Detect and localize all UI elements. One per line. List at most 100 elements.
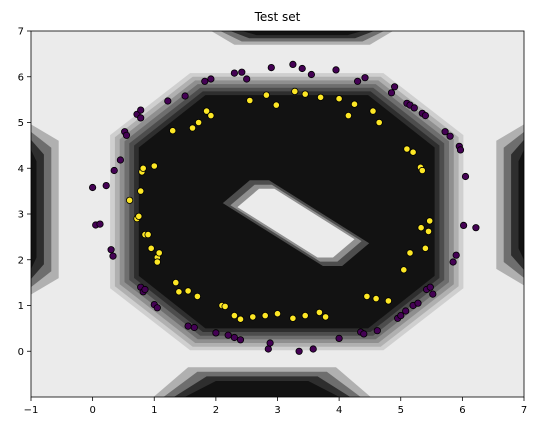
point-class-0 — [452, 251, 460, 259]
point-class-0 — [449, 258, 457, 266]
point-class-0 — [184, 322, 192, 330]
point-class-0 — [307, 70, 315, 79]
point-class-0 — [390, 83, 399, 91]
point-class-0 — [230, 333, 238, 342]
point-class-1 — [150, 162, 158, 170]
point-class-1 — [335, 95, 343, 103]
point-class-1 — [301, 311, 309, 320]
point-class-0 — [207, 75, 215, 83]
point-class-0 — [141, 285, 149, 294]
point-class-0 — [459, 221, 468, 229]
point-class-0 — [201, 77, 209, 85]
point-class-0 — [410, 104, 418, 112]
point-class-1 — [221, 302, 229, 310]
point-class-1 — [409, 148, 417, 156]
point-class-1 — [316, 93, 325, 101]
x-tick-label: 6 — [459, 405, 465, 416]
point-class-0 — [116, 156, 125, 164]
point-class-0 — [181, 92, 189, 100]
x-tick-label: −1 — [24, 405, 39, 416]
point-class-1 — [384, 297, 392, 305]
point-class-1 — [193, 292, 201, 300]
point-class-1 — [175, 288, 183, 296]
point-class-0 — [461, 172, 470, 181]
x-tick-label: 0 — [89, 405, 95, 416]
top-band-3 — [241, 31, 363, 36]
point-class-0 — [360, 330, 368, 338]
point-class-0 — [414, 299, 422, 307]
point-class-1 — [147, 244, 155, 252]
point-class-1 — [418, 166, 426, 175]
bottom-band-3 — [184, 381, 340, 397]
point-class-1 — [272, 101, 280, 109]
point-class-0 — [122, 131, 131, 139]
point-class-0 — [361, 74, 369, 82]
point-class-0 — [397, 311, 405, 320]
point-class-0 — [137, 114, 145, 122]
point-class-1 — [236, 315, 245, 323]
point-class-1 — [350, 100, 359, 108]
point-class-1 — [301, 90, 309, 98]
point-class-1 — [249, 313, 257, 321]
point-class-0 — [267, 64, 275, 72]
point-class-0 — [446, 132, 454, 140]
point-class-1 — [403, 145, 411, 153]
point-class-1 — [139, 164, 147, 172]
hole-core — [237, 188, 355, 258]
point-class-0 — [264, 345, 272, 353]
point-class-0 — [441, 128, 449, 136]
x-tick-label: 2 — [213, 405, 219, 416]
point-class-0 — [109, 252, 117, 260]
point-class-0 — [456, 146, 465, 154]
point-class-1 — [372, 294, 380, 303]
point-class-1 — [375, 118, 383, 127]
point-class-0 — [309, 345, 317, 353]
point-class-0 — [164, 97, 172, 105]
point-class-1 — [363, 292, 371, 300]
y-axis: 0 1 2 3 4 5 6 7 — [18, 27, 31, 358]
point-class-1 — [155, 249, 163, 257]
point-class-1 — [261, 311, 269, 320]
point-class-0 — [110, 166, 118, 175]
point-class-1 — [230, 311, 238, 320]
point-class-1 — [406, 249, 414, 257]
point-class-1 — [195, 118, 203, 127]
point-class-0 — [429, 290, 437, 298]
point-class-1 — [126, 196, 134, 204]
point-class-0 — [107, 246, 115, 254]
x-tick-label: 3 — [274, 405, 280, 416]
left-band-3 — [31, 149, 37, 270]
point-class-0 — [295, 347, 303, 355]
point-class-0 — [96, 220, 104, 228]
point-class-0 — [472, 224, 480, 232]
y-tick-label: 0 — [18, 347, 24, 358]
point-class-0 — [373, 327, 381, 335]
point-class-1 — [344, 112, 352, 120]
point-class-1 — [144, 231, 152, 239]
point-class-1 — [172, 278, 180, 287]
point-class-1 — [169, 127, 177, 135]
point-class-0 — [236, 336, 245, 344]
point-class-1 — [207, 112, 215, 120]
point-class-1 — [135, 212, 143, 220]
x-tick-label: 4 — [336, 405, 342, 416]
point-class-0 — [402, 307, 410, 315]
point-class-1 — [289, 314, 297, 322]
point-class-1 — [273, 310, 282, 318]
point-class-0 — [153, 304, 161, 312]
y-tick-label: 5 — [18, 118, 24, 129]
point-class-0 — [224, 331, 232, 339]
point-class-1 — [424, 227, 433, 235]
chart-title: Test set — [254, 10, 301, 24]
plot-area — [31, 31, 524, 397]
point-class-0 — [332, 66, 340, 74]
point-class-1 — [369, 107, 377, 115]
y-tick-label: 6 — [18, 72, 24, 83]
y-tick-label: 2 — [18, 255, 24, 266]
point-class-0 — [335, 334, 343, 342]
x-tick-label: 5 — [398, 405, 404, 416]
x-tick-label: 7 — [521, 405, 527, 416]
x-axis: −1 0 1 2 3 4 5 6 7 — [24, 397, 527, 416]
point-class-0 — [238, 68, 246, 76]
